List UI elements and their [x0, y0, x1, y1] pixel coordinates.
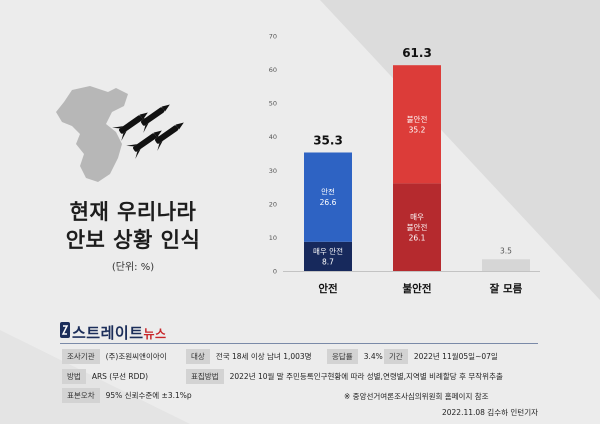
y-tick-label: 30 — [269, 167, 277, 175]
data-label: 26.1 — [409, 234, 426, 243]
info-value: 2022년 11월05일~07일 — [413, 352, 498, 361]
logo-sub: 뉴스 — [143, 327, 167, 341]
y-tick-label: 20 — [269, 200, 277, 208]
korea-map-icon — [56, 86, 128, 182]
info-label: 기간 — [384, 349, 408, 364]
info-value: ARS (무선 RDD) — [91, 372, 149, 381]
bar-segment — [304, 152, 352, 242]
y-tick-label: 0 — [273, 268, 277, 276]
info-period: 기간 2022년 11월05일~07일 — [384, 349, 498, 364]
info-label: 대상 — [186, 349, 210, 364]
logo-text: 스트레이트뉴스 — [72, 322, 167, 343]
info-label: 표본오차 — [62, 388, 100, 403]
chart-title-line1: 현재 우리나라 — [69, 200, 197, 224]
y-tick-label: 50 — [269, 100, 277, 108]
data-label: 불안전 — [407, 222, 428, 232]
total-label: 35.3 — [313, 133, 343, 147]
y-tick-label: 40 — [269, 133, 277, 141]
y-tick-label: 60 — [269, 66, 277, 74]
info-sampling: 표집방법 2022년 10월 말 주민등록인구현황에 따라 성별,연령별,지역별 … — [186, 369, 503, 384]
info-label: 방법 — [62, 369, 86, 384]
straight-news-logo-icon — [60, 322, 70, 338]
info-value: 95% 신뢰수준에 ±3.1%p — [105, 391, 192, 400]
y-tick-label: 10 — [269, 234, 277, 242]
info-label: 조사기관 — [62, 349, 100, 364]
info-label: 응답률 — [327, 349, 358, 364]
y-tick-label: 70 — [269, 33, 277, 41]
info-divider — [60, 343, 538, 344]
info-response: 응답률 3.4% — [327, 349, 383, 364]
x-category-label: 불안전 — [403, 282, 432, 295]
info-value: 3.4% — [363, 352, 383, 361]
info-value: 전국 18세 이상 남녀 1,003명 — [215, 352, 312, 361]
info-note: ※ 중앙선거여론조사심의위원회 홈페이지 참조 — [344, 392, 489, 401]
unit-label: (단위: %) — [111, 262, 155, 273]
info-survey-org: 조사기관 (주)조원씨앤이아이 — [62, 349, 167, 364]
bar-segment — [304, 241, 352, 271]
data-label: 안전 — [321, 187, 335, 197]
logo-main: 스트레이트 — [72, 324, 144, 342]
info-method: 방법 ARS (무선 RDD) — [62, 369, 148, 384]
info-error: 표본오차 95% 신뢰수준에 ±3.1%p — [62, 388, 192, 403]
info-label: 표집방법 — [186, 369, 224, 384]
total-label: 61.3 — [402, 46, 432, 60]
total-label: 3.5 — [500, 246, 512, 255]
info-target: 대상 전국 18세 이상 남녀 1,003명 — [186, 349, 312, 364]
data-label: 매우 안전 — [313, 246, 343, 256]
credit: 2022.11.08 김수하 인턴기자 — [441, 408, 538, 417]
info-value: (주)조원씨앤이아이 — [105, 352, 167, 361]
data-label: 불안전 — [407, 114, 428, 124]
data-label: 26.6 — [320, 198, 337, 207]
bar-segment — [393, 65, 441, 184]
data-label: 8.7 — [322, 257, 334, 266]
bar-segment — [482, 259, 530, 271]
bar-segment — [393, 183, 441, 271]
info-value: 2022년 10월 말 주민등록인구현황에 따라 성별,연령별,지역별 비례할당… — [229, 372, 503, 381]
data-label: 매우 — [410, 213, 424, 222]
data-label: 35.2 — [409, 125, 426, 134]
x-category-label: 잘 모름 — [490, 283, 523, 295]
missile-icon — [112, 104, 184, 159]
x-category-label: 안전 — [318, 282, 337, 295]
chart-title-line2: 안보 상황 인식 — [65, 228, 201, 252]
